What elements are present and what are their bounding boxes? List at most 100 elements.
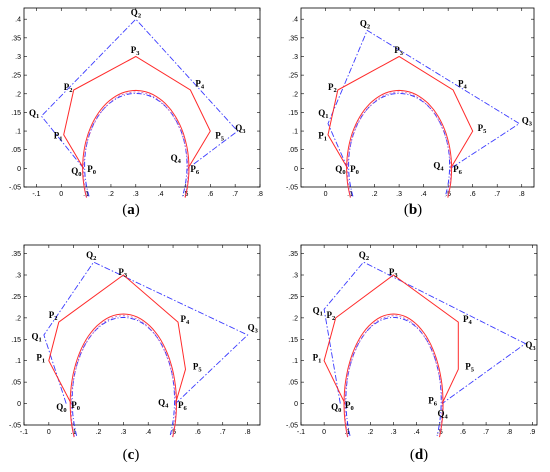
point-label-p0: P0 <box>87 164 96 176</box>
plot-frame <box>23 244 261 426</box>
y-tick-label: -.05 <box>286 185 298 192</box>
x-tick-label: .7 <box>220 429 226 436</box>
control-polygon-q <box>327 29 521 169</box>
panel-c: -.1 0.1.2.3.4.5.6.7.8-.050.05.1.15.2.25.3… <box>9 244 261 463</box>
point-label-p5: P5 <box>215 131 225 143</box>
y-tick-label: -.05 <box>286 423 298 430</box>
plot-frame <box>300 244 538 426</box>
y-tick-label: 0 <box>17 401 21 408</box>
point-label-q4: Q4 <box>158 398 169 410</box>
x-tick-label: .2 <box>96 429 102 436</box>
x-tick-label: .7 <box>494 191 500 198</box>
x-tick-label: 0 <box>59 191 63 198</box>
curve-red <box>82 89 190 198</box>
point-label-p0: P0 <box>71 400 80 412</box>
y-tick-label: .15 <box>11 110 21 117</box>
y-tick-label: .25 <box>11 73 21 80</box>
x-tick-label: .8 <box>506 429 512 436</box>
point-label-q3: Q3 <box>248 323 259 335</box>
x-tick-label: .8 <box>519 191 525 198</box>
point-label-q0: Q0 <box>331 402 341 414</box>
y-tick-label: .3 <box>292 54 298 61</box>
curve-magenta <box>347 91 451 198</box>
point-label-q1: Q1 <box>318 108 328 120</box>
point-label-q1: Q1 <box>32 331 42 343</box>
control-polygon-p <box>48 274 187 404</box>
x-tick-label: .5 <box>437 429 443 436</box>
y-tick-label: .35 <box>11 251 21 258</box>
x-tick-label: .2 <box>372 191 378 198</box>
curve-magenta <box>83 91 189 198</box>
control-polygon-q <box>323 261 527 404</box>
point-label-p1: P1 <box>313 353 322 365</box>
y-tick-label: -.05 <box>9 423 21 430</box>
y-tick-label: .1 <box>15 129 21 136</box>
y-tick-label: .35 <box>11 35 21 42</box>
point-label-p2: P2 <box>328 82 337 94</box>
curve-magenta <box>344 315 443 437</box>
x-tick-label: -.1 <box>32 191 40 198</box>
y-tick-label: 0 <box>294 401 298 408</box>
point-label-q4: Q4 <box>433 160 444 172</box>
point-label-p3: P3 <box>389 267 399 279</box>
point-label-p6: P6 <box>178 400 188 412</box>
control-polygon-p <box>63 55 211 169</box>
point-label-p5: P5 <box>465 361 475 373</box>
x-tick-label: 0 <box>322 429 326 436</box>
panel-caption: (a) <box>122 202 140 218</box>
point-label-p1: P1 <box>318 131 327 143</box>
y-tick-label: .35 <box>288 35 298 42</box>
x-tick-label: 0 <box>324 191 328 198</box>
x-tick-label: 0 <box>47 429 51 436</box>
curve-red <box>343 313 444 438</box>
point-label-p4: P4 <box>458 78 468 90</box>
point-label-q2: Q2 <box>360 19 370 31</box>
panel-b: 0.1.2.3.4.5.6.7.8-.050.05.1.15.2.25.3.35… <box>286 7 535 218</box>
point-label-q0: Q0 <box>56 402 66 414</box>
y-tick-label: .1 <box>15 358 21 365</box>
y-tick-label: .1 <box>292 129 298 136</box>
y-tick-label: .3 <box>292 273 298 280</box>
y-tick-label: .2 <box>292 315 298 322</box>
x-tick-label: .3 <box>391 429 397 436</box>
x-tick-label: .3 <box>396 191 402 198</box>
point-label-q0: Q0 <box>335 164 345 176</box>
point-label-p4: P4 <box>463 314 473 326</box>
y-tick-label: .35 <box>288 251 298 258</box>
point-label-p6: P6 <box>453 164 463 176</box>
x-tick-label: .7 <box>483 429 489 436</box>
y-tick-label: .25 <box>11 294 21 301</box>
y-tick-label: 0 <box>17 166 21 173</box>
panel-caption: (c) <box>123 447 140 463</box>
point-label-p2: P2 <box>64 82 73 94</box>
y-tick-label: .3 <box>15 54 21 61</box>
control-polygon-p <box>323 274 459 404</box>
x-tick-label: .6 <box>460 429 466 436</box>
x-tick-label: .2 <box>367 429 373 436</box>
x-tick-label: .6 <box>195 429 201 436</box>
y-tick-label: .4 <box>15 17 21 24</box>
curve-red <box>69 313 178 438</box>
point-label-q3: Q3 <box>235 123 246 135</box>
x-tick-label: .9 <box>529 429 535 436</box>
panel-caption: (b) <box>404 202 422 218</box>
control-polygon-p <box>327 55 474 169</box>
x-tick-label: -.1 <box>297 429 305 436</box>
y-tick-label: .2 <box>15 315 21 322</box>
x-tick-label: .8 <box>257 191 263 198</box>
y-tick-label: .2 <box>15 91 21 98</box>
y-tick-label: .15 <box>11 337 21 344</box>
x-tick-label: .3 <box>120 429 126 436</box>
x-tick-label: -.1 <box>20 429 28 436</box>
y-tick-label: .05 <box>11 380 21 387</box>
x-tick-label: .4 <box>414 429 420 436</box>
y-tick-label: 0 <box>294 166 298 173</box>
y-tick-label: .4 <box>292 17 298 24</box>
point-label-q2: Q2 <box>86 250 96 262</box>
point-label-p0: P0 <box>350 164 359 176</box>
point-label-p3: P3 <box>131 45 141 57</box>
point-label-p2: P2 <box>327 310 336 322</box>
x-tick-label: .6 <box>470 191 476 198</box>
point-label-p4: P4 <box>195 78 205 90</box>
